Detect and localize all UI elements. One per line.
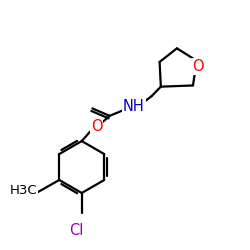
- Text: O: O: [192, 60, 204, 74]
- Text: O: O: [91, 119, 102, 134]
- Text: H3C: H3C: [10, 184, 38, 197]
- Text: NH: NH: [123, 99, 144, 114]
- Text: Cl: Cl: [70, 222, 84, 238]
